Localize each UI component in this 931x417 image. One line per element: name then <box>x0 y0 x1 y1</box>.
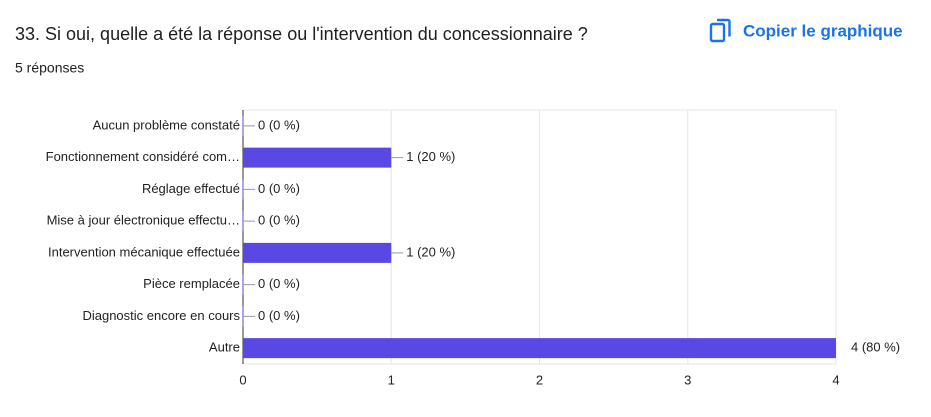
y-tick-label: Diagnostic encore en cours <box>82 308 240 323</box>
copy-label: Copier le graphique <box>743 21 903 40</box>
value-label: 0 (0 %) <box>258 213 300 228</box>
bar <box>243 147 392 168</box>
x-tick-label: 1 <box>388 372 395 387</box>
copy-button[interactable]: Copier le graphique <box>709 18 903 43</box>
value-label: 4 (80 %) <box>851 340 900 355</box>
value-label: 0 (0 %) <box>258 276 300 291</box>
y-tick-label: Réglage effectué <box>142 181 240 196</box>
bar <box>243 242 392 263</box>
value-label: 0 (0 %) <box>258 308 300 323</box>
value-label: 1 (20 %) <box>406 149 455 164</box>
y-tick-label: Autre <box>209 340 240 355</box>
bar <box>243 338 836 359</box>
y-tick-label: Pièce remplacée <box>143 276 240 291</box>
y-tick-label: Fonctionnement considéré com… <box>46 149 240 164</box>
response-count: 5 réponses <box>15 60 84 76</box>
y-tick-label: Mise à jour électronique effectu… <box>47 213 240 228</box>
chart-title: 33. Si oui, quelle a été la réponse ou l… <box>15 24 588 44</box>
y-tick-label: Intervention mécanique effectuée <box>48 244 240 259</box>
x-tick-label: 2 <box>536 372 543 387</box>
value-label: 1 (20 %) <box>406 244 455 259</box>
copy-icon <box>717 18 731 37</box>
x-tick-label: 3 <box>684 372 691 387</box>
x-tick-label: 0 <box>239 372 246 387</box>
value-label: 0 (0 %) <box>258 181 300 196</box>
y-tick-label: Aucun problème constaté <box>93 117 240 132</box>
value-label: 0 (0 %) <box>258 117 300 132</box>
x-tick-label: 4 <box>832 372 839 387</box>
copy-icon <box>709 22 726 43</box>
